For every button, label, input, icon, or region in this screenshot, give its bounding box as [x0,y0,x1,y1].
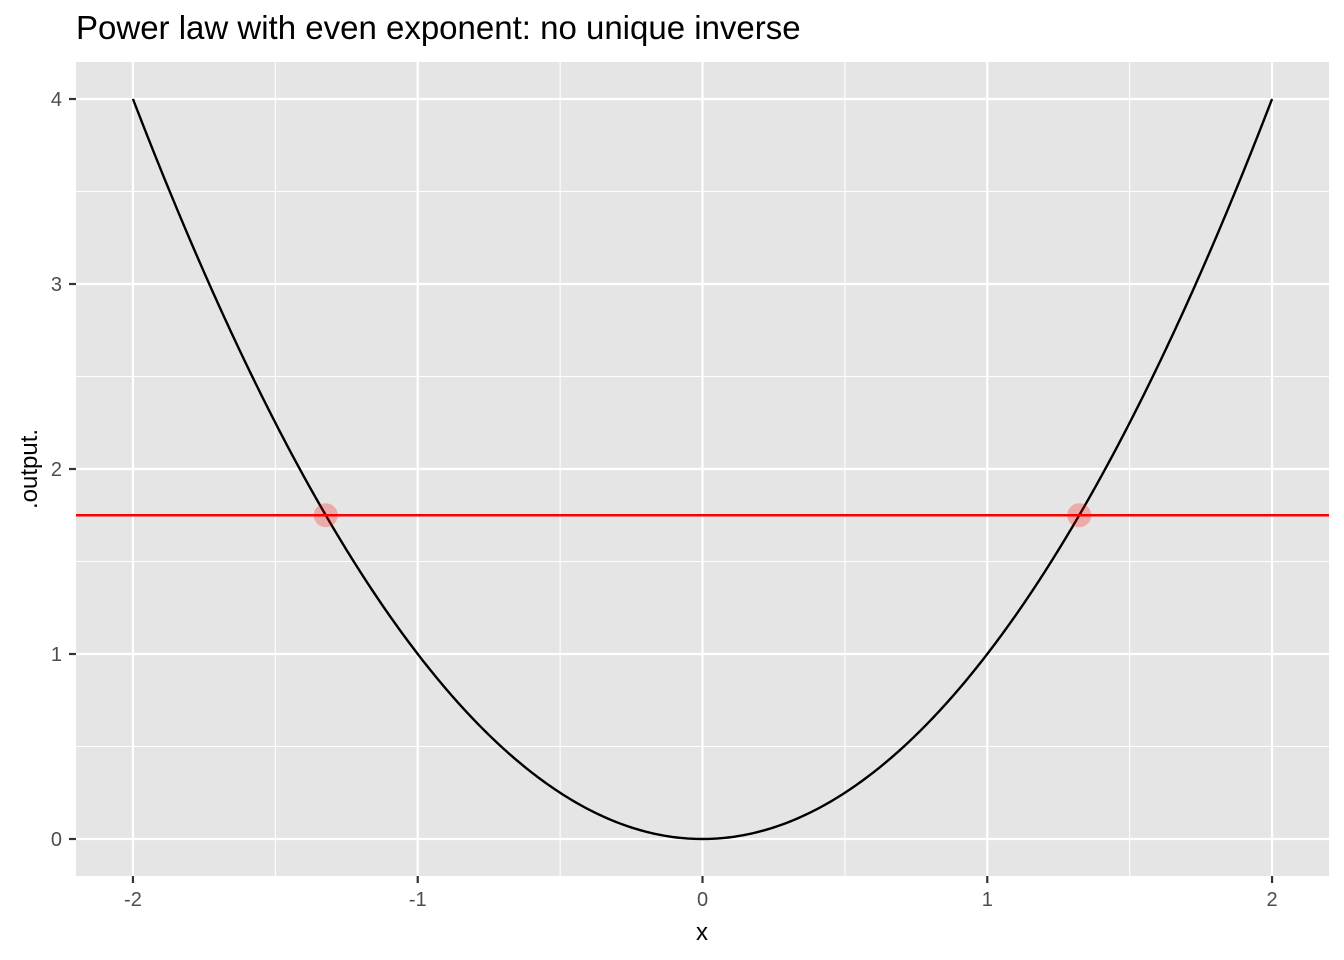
x-axis-title: x [696,919,708,946]
y-tick-label: 3 [51,274,62,296]
y-tick-label: 0 [51,829,62,851]
intersection-point-1 [313,503,338,528]
x-tick-label: 2 [1266,889,1277,911]
y-axis: 0 1 2 3 4 [51,89,76,851]
x-tick-label: -2 [124,889,142,911]
x-tick-label: -1 [409,889,427,911]
y-axis-title: .output. [16,429,43,509]
curve-x-squared [131,98,1274,841]
x-axis: -2 -1 0 1 2 [124,876,1278,911]
x-tick-label: 0 [697,889,708,911]
y-tick-label: 4 [51,89,62,111]
chart-title: Power law with even exponent: no unique … [76,9,801,46]
y-tick-label: 1 [51,644,62,666]
x-tick-label: 1 [982,889,993,911]
points-layer [313,503,1092,528]
y-tick-label: 2 [51,459,62,481]
intersection-point-2 [1067,503,1092,528]
curve-layer [131,98,1274,841]
